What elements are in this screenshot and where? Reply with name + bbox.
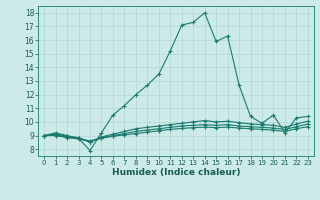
X-axis label: Humidex (Indice chaleur): Humidex (Indice chaleur)	[112, 168, 240, 177]
